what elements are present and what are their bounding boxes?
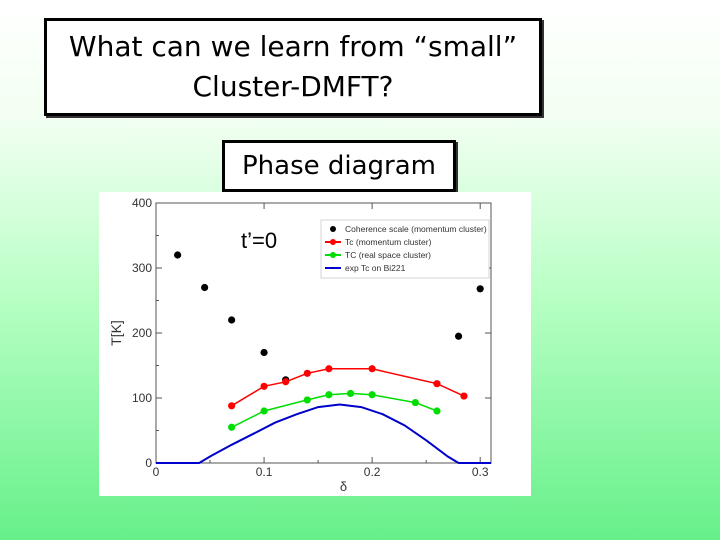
data-point-0-1 bbox=[201, 283, 209, 292]
data-point-1-0 bbox=[228, 402, 236, 410]
legend-marker-2 bbox=[330, 252, 336, 258]
legend-marker-0 bbox=[330, 226, 336, 232]
data-point-2-7 bbox=[433, 407, 441, 415]
data-point-1-5 bbox=[368, 365, 376, 373]
data-point-1-7 bbox=[460, 392, 468, 400]
y-tick-label-1: 100 bbox=[132, 391, 152, 405]
series-1 bbox=[228, 365, 468, 410]
x-tick-label-1: 0.1 bbox=[256, 465, 273, 479]
legend-label-1: Tc (momentum cluster) bbox=[345, 237, 432, 247]
series-line-2 bbox=[231, 392, 438, 428]
data-point-0-2 bbox=[228, 316, 236, 324]
title-line-2: Cluster-DMFT? bbox=[192, 70, 394, 103]
y-tick-label-2: 200 bbox=[132, 326, 152, 340]
data-point-0-5 bbox=[454, 332, 463, 340]
annotation-label: t’=0 bbox=[241, 228, 277, 253]
data-point-0-3 bbox=[260, 348, 268, 357]
title-box: What can we learn from “small” Cluster-D… bbox=[44, 18, 542, 116]
data-point-2-6 bbox=[411, 398, 419, 407]
data-point-2-5 bbox=[368, 391, 376, 399]
phase-diagram-chart: 0 0.1 0.2 0.3 0 100 200 300 400 δ T[K] Coherence sc… bbox=[99, 192, 531, 496]
data-point-2-1 bbox=[260, 407, 268, 415]
x-tick-label-0: 0 bbox=[153, 465, 160, 479]
series-2 bbox=[228, 389, 441, 431]
x-tick-label-3: 0.3 bbox=[472, 465, 489, 479]
data-point-2-0 bbox=[228, 423, 236, 431]
data-point-1-4 bbox=[325, 365, 333, 373]
y-tick-label-4: 400 bbox=[132, 196, 152, 210]
series-line-1 bbox=[231, 368, 465, 407]
data-point-0-0 bbox=[174, 251, 182, 259]
data-point-1-1 bbox=[260, 382, 268, 390]
data-point-1-2 bbox=[282, 378, 290, 386]
subtitle-box: Phase diagram bbox=[222, 140, 456, 192]
legend-label-2: TC (real space cluster) bbox=[345, 250, 431, 260]
title-line-1: What can we learn from “small” bbox=[68, 30, 518, 63]
data-point-1-3 bbox=[303, 369, 311, 377]
legend-box bbox=[320, 219, 490, 279]
legend-label-0: Coherence scale (momentum cluster) bbox=[345, 224, 487, 234]
data-point-2-4 bbox=[346, 389, 355, 398]
y-tick-label-0: 0 bbox=[145, 456, 152, 470]
data-point-2-2 bbox=[303, 396, 311, 404]
x-axis-label: δ bbox=[340, 479, 347, 494]
y-tick-label-3: 300 bbox=[132, 261, 152, 275]
series-3 bbox=[156, 403, 491, 464]
chart-svg: 0 0.1 0.2 0.3 0 100 200 300 400 δ T[K] Coherence sc… bbox=[108, 196, 492, 494]
subtitle: Phase diagram bbox=[241, 151, 436, 181]
x-tick-label-2: 0.2 bbox=[364, 465, 381, 479]
series-0 bbox=[174, 251, 484, 384]
data-point-1-6 bbox=[433, 380, 441, 388]
legend-marker-1 bbox=[330, 239, 336, 245]
legend-label-3: exp Tc on Bi221 bbox=[345, 263, 406, 273]
data-point-2-3 bbox=[325, 391, 333, 399]
y-axis-label: T[K] bbox=[108, 320, 124, 346]
data-point-0-6 bbox=[476, 285, 484, 293]
series-line-3 bbox=[156, 403, 491, 464]
